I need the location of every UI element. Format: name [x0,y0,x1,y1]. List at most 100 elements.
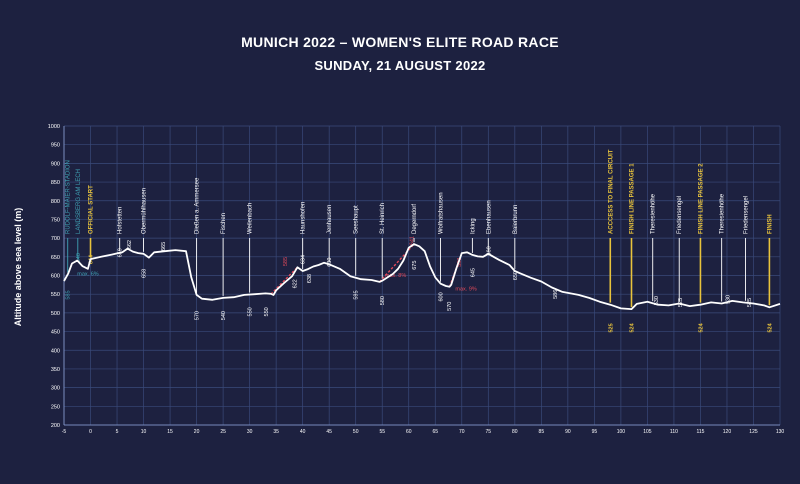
y-tick-label: 650 [51,255,60,261]
location-elevation-label: 580 [380,296,386,305]
y-tick-label: 300 [51,386,60,392]
y-tick-label: 850 [51,180,60,186]
y-tick-label: 900 [51,161,60,167]
location-label: Friedensengel [677,196,683,234]
location-elevation-label: 658 [142,269,148,278]
location-label: Baierbrunn [513,205,519,234]
x-tick-label: 30 [247,429,253,435]
y-tick-label: 600 [51,274,60,280]
x-tick-label: 40 [300,429,306,435]
location-label: RUDOLF-MAIER-STADION [66,160,72,234]
x-tick-label: 120 [723,429,732,435]
elevation-label: 570 [447,302,453,311]
x-tick-label: 100 [617,429,626,435]
y-tick-label: 1000 [48,124,60,130]
x-tick-label: -5 [62,429,67,435]
elevation-labels: 662 665 550 622 638 570 586 530 525 530 525 [127,240,753,316]
x-tick-label: 70 [459,429,465,435]
x-tick-label: 60 [406,429,412,435]
x-tick-label: 55 [379,429,385,435]
elevation-label: 586 [553,290,559,299]
x-tick-label: 85 [539,429,545,435]
elevation-label: 530 [726,295,732,304]
location-label: Weilenbach [248,203,254,234]
y-tick-label: 450 [51,330,60,336]
location-elevation-label: 650 [513,271,519,280]
location-label: Obermühlhausen [142,188,148,234]
location-label: FINISH LINE PASSAGE 2 [698,163,704,234]
x-tick-label: 25 [220,429,226,435]
location-label: Theresienhöhe [651,193,657,234]
x-tick-label: 10 [141,429,147,435]
y-tick-label: 750 [51,217,60,223]
axes: 2002503003504004505005506006507007508008… [48,124,785,435]
location-elevation-label: 630 [327,258,333,267]
x-tick-label: 65 [432,429,438,435]
elevation-label: 662 [127,240,133,249]
elevation-label: 530 [654,296,660,305]
location-elevation-label: 645 [470,268,476,277]
x-tick-label: 75 [486,429,492,435]
climb-label: 641 [409,236,415,245]
location-label: LANDSBERG AM LECH [76,169,82,234]
y-tick-label: 700 [51,236,60,242]
profile-line [63,243,781,310]
y-tick-label: 800 [51,199,60,205]
location-elevation-label: 570 [195,311,201,320]
y-tick-label: 950 [51,143,60,149]
x-tick-label: 125 [749,429,758,435]
elevation-label: 638 [307,274,313,283]
location-elevation-label: 640 [76,253,82,262]
chart-title: MUNICH 2022 – WOMEN'S ELITE ROAD RACE [241,34,559,50]
profile-line-group [63,243,781,310]
elevation-label: 525 [678,298,684,307]
y-tick-label: 400 [51,348,60,354]
location-label: OFFICIAL START [89,185,95,234]
chart-subtitle: SUNDAY, 21 AUGUST 2022 [314,58,486,73]
elevation-label: 525 [747,298,753,307]
location-label: FINISH LINE PASSAGE 1 [629,163,635,234]
location-elevation-label: 525 [608,323,614,332]
x-tick-label: 80 [512,429,518,435]
x-tick-label: 50 [353,429,359,435]
x-tick-label: 115 [696,429,704,435]
climb-label: 585 [283,257,289,266]
elevation-label: 622 [292,279,298,288]
x-tick-label: 90 [565,429,571,435]
x-tick-label: 35 [273,429,279,435]
x-tick-label: 95 [592,429,598,435]
location-label: Degerndorf [412,204,418,234]
location-elevation-label: 595 [354,290,360,299]
elevation-label: 550 [264,307,270,316]
location-elevation-label: 524 [698,322,704,332]
location-label: Ebenhausen [486,200,492,234]
y-tick-label: 500 [51,311,60,317]
location-label: Fischen [221,213,227,234]
location-label: Icking [470,218,476,234]
location-elevation-label: 660 [486,246,492,255]
location-label: FINISH [767,214,773,234]
location-elevation-label: 524 [767,322,773,332]
x-tick-label: 0 [89,429,92,435]
location-elevation-label: 540 [221,311,227,320]
location-label: Jenhausen [327,205,333,234]
elevation-label: 665 [161,242,167,251]
gradient-label: max. 9% [455,286,477,292]
location-label: Hofstetten [118,207,124,234]
y-tick-label: 350 [51,367,60,373]
location-label: ACCCESS TO FINAL CIRCUIT [608,149,614,234]
x-tick-label: 5 [116,429,119,435]
x-tick-label: 105 [643,429,652,435]
x-tick-label: 20 [194,429,200,435]
location-label: Seeshaupt [354,205,360,234]
gradient-label: max. 6% [77,272,99,278]
y-tick-label: 250 [51,404,60,410]
climb-segment [270,266,298,295]
y-tick-label: 200 [51,423,60,429]
location-label: Friedensengel [744,196,750,234]
x-tick-label: 130 [776,429,785,435]
grid [63,125,781,426]
location-label: St. Heinrich [380,203,386,234]
location-elevation-label: 634 [301,255,307,264]
